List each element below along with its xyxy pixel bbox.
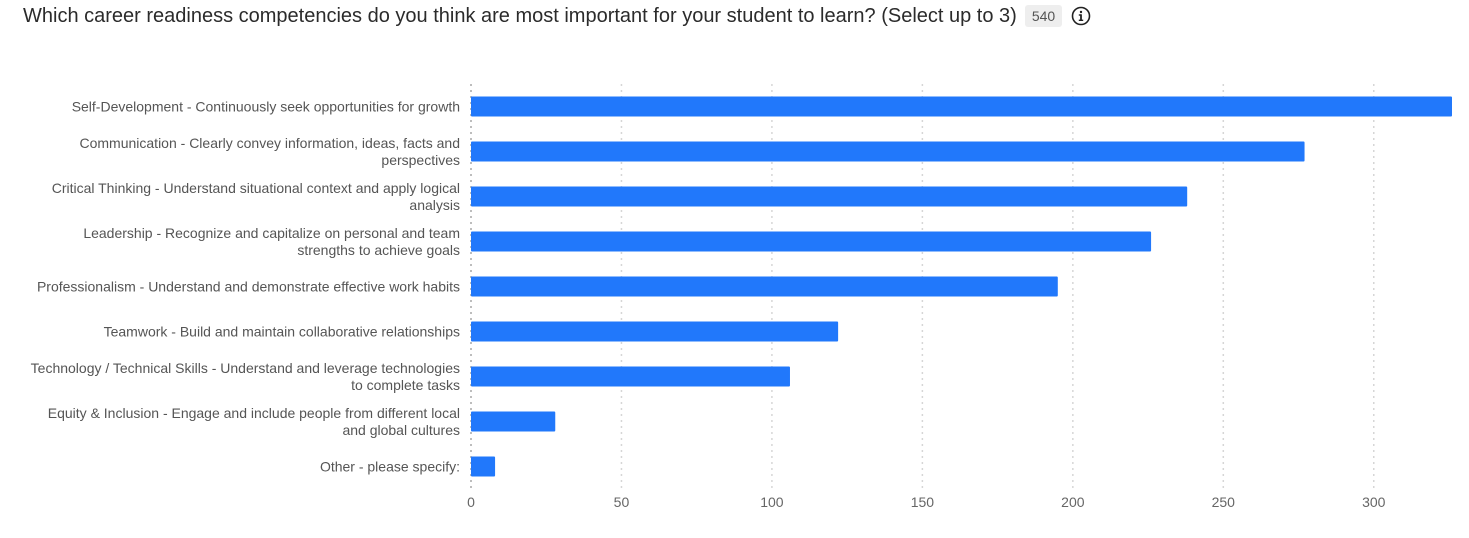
category-label: Leadership - Recognize and capitalize on…	[83, 225, 460, 258]
bar	[471, 366, 790, 387]
x-tick-label: 0	[467, 494, 475, 510]
x-tick-label: 300	[1362, 494, 1386, 510]
category-label: Other - please specify:	[320, 459, 460, 475]
category-label: Self-Development - Continuously seek opp…	[72, 99, 460, 115]
bar	[471, 186, 1188, 207]
category-label: Equity & Inclusion - Engage and include …	[48, 405, 460, 438]
bar	[471, 411, 556, 432]
category-label: Critical Thinking - Understand situation…	[52, 180, 460, 213]
response-count-badge: 540	[1024, 5, 1063, 27]
category-label: Technology / Technical Skills - Understa…	[31, 360, 460, 393]
x-tick-label: 150	[911, 494, 935, 510]
x-tick-label: 200	[1061, 494, 1085, 510]
x-tick-label: 250	[1212, 494, 1236, 510]
bar	[471, 276, 1058, 297]
category-label: Communication - Clearly convey informati…	[79, 135, 460, 168]
info-circle-icon[interactable]	[1071, 6, 1091, 26]
bar	[471, 141, 1305, 162]
category-label: Teamwork - Build and maintain collaborat…	[104, 324, 460, 340]
chart-header: Which career readiness competencies do y…	[23, 3, 1091, 29]
category-label: Professionalism - Understand and demonst…	[37, 279, 460, 295]
bar	[471, 96, 1452, 117]
x-tick-label: 100	[760, 494, 784, 510]
x-tick-label: 50	[614, 494, 630, 510]
bar	[471, 321, 839, 342]
bar	[471, 231, 1152, 252]
question-title: Which career readiness competencies do y…	[23, 4, 1017, 27]
bar	[471, 456, 496, 477]
